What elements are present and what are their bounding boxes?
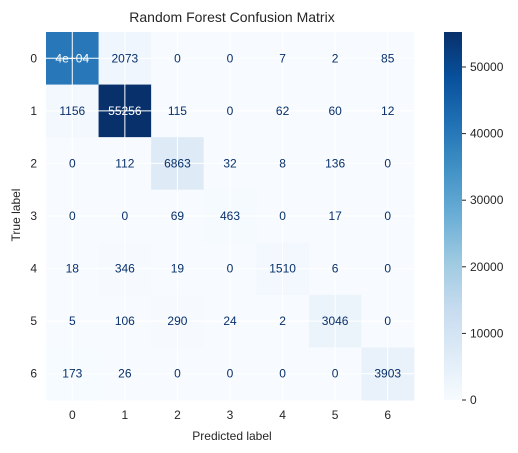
cell-value-label: 290	[167, 314, 187, 328]
cell-value-label: 6	[332, 262, 339, 276]
y-tick-label: 4	[30, 262, 37, 276]
cell-value-label: 463	[220, 209, 240, 223]
y-tick-labels: 0 1 2 3 4 5 6	[30, 51, 37, 380]
cell-value-label: 32	[223, 156, 237, 170]
y-tick-label: 5	[30, 314, 37, 328]
cell-value-label: 3903	[374, 367, 401, 381]
cell-value-label: 112	[115, 156, 134, 170]
colorbar-tick-label: 0	[470, 393, 477, 407]
x-tick-label: 3	[227, 408, 234, 422]
cell-value-label: 3046	[322, 314, 349, 328]
cell-value-label: 0	[69, 156, 76, 170]
cell-value-label: 17	[328, 209, 342, 223]
cell-value-label: 0	[227, 367, 234, 381]
cell-value-label: 0	[227, 51, 234, 65]
colorbar-tick-label: 20000	[470, 260, 504, 274]
y-tick-label: 2	[30, 156, 37, 170]
cell-value-label: 2073	[112, 51, 139, 65]
colorbar-ticks: 0 10000 20000 30000 40000 50000	[462, 60, 504, 407]
colorbar	[444, 32, 462, 400]
cell-value-label: 7	[279, 51, 286, 65]
x-tick-label: 0	[69, 408, 76, 422]
colorbar-tick-label: 40000	[470, 127, 504, 141]
cell-value-label: 0	[174, 367, 181, 381]
y-axis-label: True label	[9, 189, 23, 242]
cell-value-label: 0	[69, 209, 76, 223]
x-tick-label: 4	[279, 408, 286, 422]
cell-value-label: 115	[168, 104, 187, 118]
x-tick-label: 6	[384, 408, 391, 422]
cell-value-label: 12	[381, 104, 395, 118]
cell-value-label: 19	[171, 262, 185, 276]
cell-value-label: 0	[332, 367, 339, 381]
cell-value-label: 2	[279, 314, 286, 328]
cell-value-label: 0	[122, 209, 129, 223]
cell-value-label: 18	[66, 262, 80, 276]
cell-value-label: 60	[328, 104, 342, 118]
cell-value-label: 2	[332, 51, 339, 65]
y-tick-label: 6	[30, 367, 37, 381]
cell-value-label: 0	[384, 156, 391, 170]
cell-value-label: 69	[171, 209, 185, 223]
cell-value-label: 106	[115, 314, 135, 328]
cell-value-label: 0	[227, 104, 234, 118]
cell-value-label: 0	[384, 314, 391, 328]
colorbar-tick-label: 50000	[470, 60, 504, 74]
y-tick-label: 0	[30, 51, 37, 65]
y-tick-label: 3	[30, 209, 37, 223]
cell-value-label: 6863	[164, 156, 191, 170]
chart-title: Random Forest Confusion Matrix	[129, 9, 334, 25]
cell-value-label: 0	[174, 51, 181, 65]
x-axis-label: Predicted label	[192, 429, 271, 443]
cell-value-label: 55256	[108, 104, 142, 118]
cell-value-label: 24	[223, 314, 237, 328]
x-tick-label: 5	[332, 408, 339, 422]
cell-value-label: 136	[325, 156, 345, 170]
cell-value-label: 0	[279, 209, 286, 223]
cell-value-label: 0	[384, 262, 391, 276]
cell-value-label: 1510	[269, 262, 296, 276]
cell-value-label: 346	[115, 262, 135, 276]
cell-value-label: 1156	[59, 104, 85, 118]
cell-value-label: 8	[279, 156, 286, 170]
y-tick-label: 1	[30, 104, 37, 118]
cell-value-label: 0	[227, 262, 234, 276]
colorbar-tick-label: 30000	[470, 193, 504, 207]
x-tick-label: 1	[122, 408, 129, 422]
cell-value-label: 85	[381, 51, 395, 65]
cell-value-label: 0	[279, 367, 286, 381]
cell-value-label: 173	[62, 367, 82, 381]
cell-value-label: 62	[276, 104, 290, 118]
cell-value-label: 0	[384, 209, 391, 223]
cell-value-label: 4e+04	[55, 51, 89, 65]
cell-value-label: 26	[118, 367, 132, 381]
colorbar-tick-label: 10000	[470, 326, 504, 340]
cell-value-label: 5	[69, 314, 76, 328]
x-tick-labels: 0 1 2 3 4 5 6	[69, 408, 391, 422]
x-tick-label: 2	[174, 408, 181, 422]
